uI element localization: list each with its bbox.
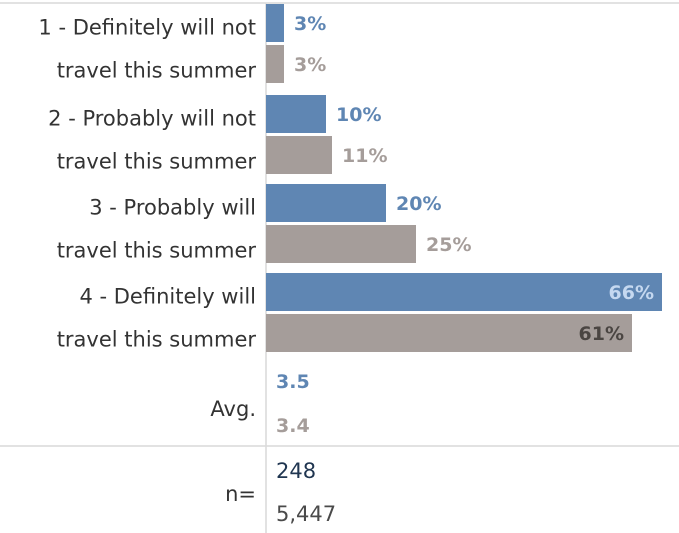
bar [266,225,416,263]
data-label: 61% [579,323,624,345]
data-label: 3% [294,13,326,35]
data-label: 11% [342,145,387,167]
bar [266,95,326,133]
data-label: 66% [609,282,654,304]
data-label: 20% [396,193,441,215]
category-label: 2 - Probably will not [48,107,256,131]
avg-value: 3.4 [276,415,310,437]
bar [266,136,332,174]
data-label: 25% [426,234,471,256]
bar [266,4,284,42]
bar [266,314,632,352]
avg-value: 3.5 [276,371,310,393]
category-label: 4 - Definitely will [79,285,256,309]
bar [266,184,386,222]
data-label: 10% [336,104,381,126]
data-label: 3% [294,54,326,76]
category-label: 1 - Definitely will not [38,16,256,40]
avg-label: Avg. [210,397,256,421]
n-value: 5,447 [276,502,336,526]
bar [266,45,284,83]
category-label: travel this summer [57,239,257,263]
category-label: 3 - Probably will [89,196,256,220]
category-label: travel this summer [57,328,257,352]
category-label: travel this summer [57,150,257,174]
n-label: n= [225,482,256,506]
category-label: travel this summer [57,59,257,83]
bar [266,273,662,311]
n-value: 248 [276,459,316,483]
